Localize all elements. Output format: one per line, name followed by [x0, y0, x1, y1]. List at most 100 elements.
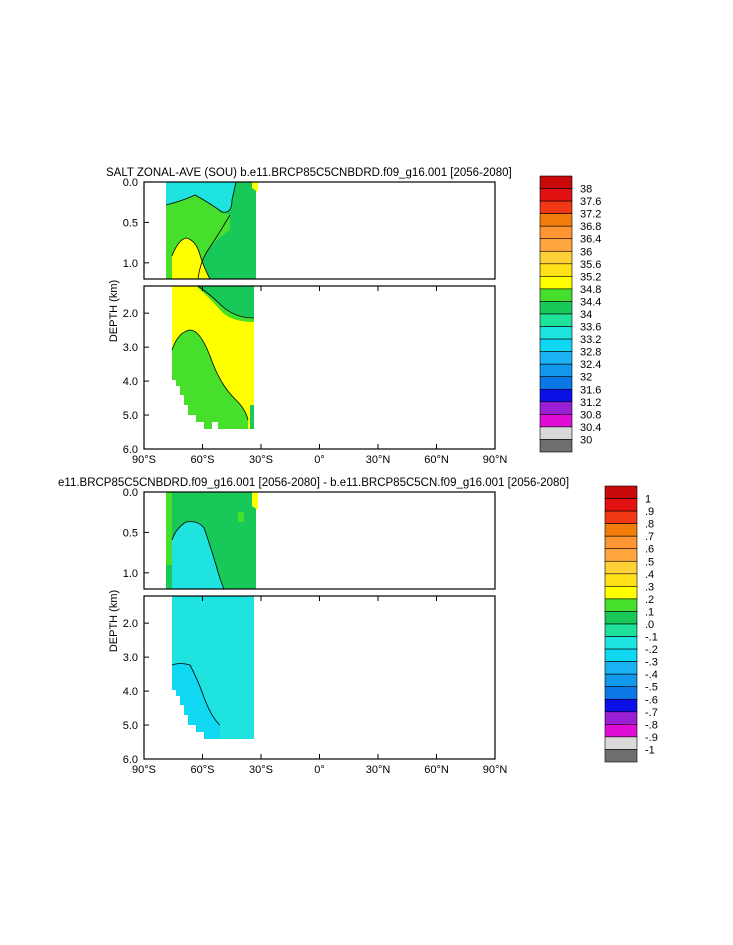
- fill-salt-34-8-upper: [172, 238, 210, 279]
- colorbar-swatch: [604, 586, 638, 600]
- panel1-title: SALT ZONAL-AVE (SOU) b.e11.BRCP85C5CNBDR…: [106, 167, 512, 179]
- colorbar-label: 1: [645, 494, 651, 506]
- contour: [197, 285, 255, 319]
- colorbar-swatch: [604, 623, 638, 637]
- colorbar-label: 37.6: [580, 196, 601, 208]
- colorbar-swatch: [604, 510, 638, 524]
- colorbar-label: -.2: [645, 644, 658, 656]
- colorbar-label: 32: [580, 372, 592, 384]
- colorbar-label: -.7: [645, 707, 658, 719]
- colorbar-label: -1: [645, 744, 655, 756]
- fill-salt-34-edge: [250, 405, 254, 429]
- colorbar-swatch: [539, 376, 573, 390]
- y-tick-label: 4.0: [123, 686, 138, 698]
- colorbar-label: .6: [645, 544, 654, 556]
- panel2-axes: 90°S 60°S 30°S 0° 30°N 60°N 90°N 0.0 0.5 1.0 2.0 3.…: [123, 487, 508, 776]
- fill-diff-neg01-upper: [172, 521, 224, 589]
- colorbar-swatch: [539, 401, 573, 415]
- fill-topography-mask: [172, 380, 204, 429]
- colorbar-swatch: [604, 673, 638, 688]
- colorbar-swatch: [604, 535, 638, 550]
- panel2-ylabel: DEPTH (km): [108, 590, 120, 652]
- colorbar-label: 34: [580, 309, 592, 321]
- y-tick-label: 6.0: [123, 754, 138, 766]
- fill-salt-34-4-abyss: [172, 330, 248, 429]
- colorbar-label: .2: [645, 594, 654, 606]
- panel1-upper-frame: [143, 181, 496, 280]
- colorbar-label: -.4: [645, 669, 658, 681]
- x-tick-label: 30°N: [366, 764, 391, 776]
- contour: [171, 663, 221, 726]
- colorbar-label: 33.2: [580, 334, 601, 346]
- colorbar-swatch: [604, 611, 638, 625]
- colorbar-label: 32.8: [580, 347, 601, 359]
- panel1-contours: [165, 181, 255, 421]
- colorbar-swatch: [604, 548, 638, 562]
- colorbar-swatch: [539, 351, 573, 365]
- contour: [171, 329, 249, 421]
- y-tick-label: 2.0: [123, 618, 138, 630]
- panel2-upper-frame: [143, 491, 496, 590]
- panel2-title: e11.BRCP85C5CNBDRD.f09_g16.001 [2056-208…: [58, 477, 569, 489]
- y-tick-label: 0.5: [123, 527, 138, 539]
- panel1-lower-fills: [172, 286, 254, 429]
- panel2-colorbar: 1.9.8.7.6.5.4.3.2.1.0-.1-.2-.3-.4-.5-.6-…: [604, 485, 658, 763]
- colorbar-swatch: [539, 363, 573, 378]
- colorbar-swatch: [539, 276, 573, 290]
- colorbar-swatch: [539, 313, 573, 327]
- colorbar-label: -.6: [645, 694, 658, 706]
- fill-salt-34-lower: [198, 286, 254, 318]
- fill-salt-33-6: [166, 182, 236, 213]
- colorbar-swatch: [539, 301, 573, 315]
- colorbar-label: .3: [645, 581, 654, 593]
- x-tick-label: 60°N: [424, 454, 449, 466]
- fill-salt-34-4-band: [196, 286, 254, 322]
- fill-diff-02-corner: [252, 492, 258, 510]
- colorbar-swatch: [539, 338, 573, 352]
- colorbar-label: 30.8: [580, 409, 601, 421]
- colorbar-label: .1: [645, 606, 654, 618]
- panel-salinity: SALT ZONAL-AVE (SOU) b.e11.BRCP85C5CNBDR…: [106, 167, 601, 466]
- x-tick-label: 90°S: [132, 764, 156, 776]
- y-tick-label: 2.0: [123, 308, 138, 320]
- colorbar-swatch: [604, 724, 638, 738]
- colorbar-label: .8: [645, 519, 654, 531]
- colorbar-label: 30: [580, 434, 592, 446]
- fill-salt-34-8-corner: [252, 182, 258, 192]
- contour: [165, 181, 237, 213]
- colorbar-swatch: [539, 213, 573, 227]
- panel2-lower-fills: [172, 596, 254, 739]
- colorbar-swatch: [604, 498, 638, 512]
- fill-diff-01-spot: [238, 512, 244, 522]
- fill-topography-mask-p2: [172, 690, 204, 739]
- colorbar-swatch: [539, 188, 573, 202]
- colorbar-swatch: [604, 485, 638, 499]
- contour: [197, 214, 231, 280]
- colorbar-swatch: [604, 598, 638, 612]
- colorbar-label: 37.2: [580, 209, 601, 221]
- colorbar-label: 35.2: [580, 271, 601, 283]
- y-tick-label: 5.0: [123, 720, 138, 732]
- colorbar-label: 30.4: [580, 422, 601, 434]
- x-tick-label: 90°N: [483, 764, 508, 776]
- colorbar-label: 38: [580, 184, 592, 196]
- colorbar-swatch: [604, 711, 638, 725]
- x-tick-label: 30°S: [249, 454, 273, 466]
- panel1-ylabel: DEPTH (km): [108, 280, 120, 342]
- x-tick-label: 60°S: [191, 454, 215, 466]
- colorbar-label: -.5: [645, 682, 658, 694]
- colorbar-swatch: [604, 698, 638, 713]
- colorbar-swatch: [539, 288, 573, 302]
- colorbar-swatch: [604, 523, 638, 537]
- colorbar-label: -.1: [645, 632, 658, 644]
- panel2-contours: [171, 521, 225, 726]
- x-tick-label: 90°N: [483, 454, 508, 466]
- colorbar-label: 36: [580, 246, 592, 258]
- colorbar-label: 34.8: [580, 284, 601, 296]
- colorbar-label: .9: [645, 506, 654, 518]
- colorbar-label: .5: [645, 556, 654, 568]
- colorbar-swatch: [539, 238, 573, 252]
- y-tick-label: 3.0: [123, 652, 138, 664]
- colorbar-swatch: [604, 661, 638, 675]
- colorbar-swatch: [604, 686, 638, 700]
